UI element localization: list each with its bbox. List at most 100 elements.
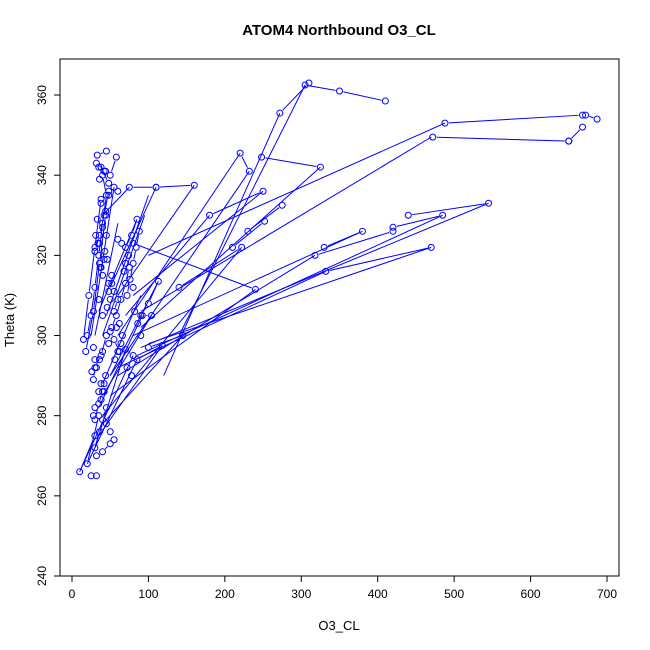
data-point [129, 283, 137, 291]
data-point [311, 251, 319, 259]
data-point [95, 388, 103, 396]
y-axis: 240 260 280 300 320 340 360 [35, 85, 61, 586]
y-tick-label: 260 [35, 486, 49, 506]
series-line-segment [136, 235, 139, 244]
data-point [92, 472, 100, 480]
data-point [112, 311, 120, 319]
data-point [316, 163, 324, 171]
data-point [129, 239, 137, 247]
data-point [381, 97, 389, 105]
data-point [96, 428, 104, 436]
series-line-segment [140, 202, 489, 349]
data-point [122, 346, 129, 354]
series-line-segment [98, 227, 103, 252]
data-point [134, 319, 142, 327]
data-point [95, 412, 103, 420]
data-point [258, 153, 266, 161]
series-line-segment [99, 395, 102, 400]
data-point [79, 336, 87, 344]
data-point [108, 324, 116, 332]
data-point [105, 179, 113, 187]
data-point [322, 267, 330, 275]
data-point [117, 340, 125, 348]
data-point [87, 472, 95, 480]
data-point [85, 291, 93, 299]
data-point [102, 332, 110, 340]
data-point [100, 388, 108, 396]
series-line-segment [241, 156, 248, 168]
data-point [118, 332, 126, 340]
data-point [106, 440, 114, 448]
data-point [485, 199, 493, 207]
data-point [229, 243, 236, 251]
data-point [91, 356, 99, 364]
data-point [93, 215, 101, 223]
series-line-segment [102, 335, 184, 425]
data-point [100, 255, 108, 263]
data-point [102, 420, 110, 428]
data-point [579, 123, 587, 131]
data-point [138, 311, 146, 319]
x-tick-label: 400 [368, 587, 388, 601]
data-point [89, 307, 97, 315]
data-point [100, 211, 108, 219]
data-point [100, 167, 108, 175]
data-point [429, 133, 437, 141]
x-tick-label: 700 [597, 587, 617, 601]
series-line-segment [121, 287, 125, 296]
series-line-segment [132, 230, 363, 336]
data-point [118, 239, 126, 247]
data-point [97, 396, 105, 404]
series-line-segment [94, 203, 102, 244]
series-line-segment [140, 166, 321, 328]
data-point [95, 251, 103, 259]
series-line-segment [93, 267, 100, 308]
series-line-segment [86, 359, 138, 464]
y-tick-label: 360 [35, 85, 49, 105]
data-point [91, 404, 99, 412]
data-point [91, 444, 99, 452]
data-point [115, 319, 123, 327]
data-point [99, 448, 107, 456]
data-point [131, 307, 139, 315]
data-point [114, 187, 122, 195]
series-line-segment [80, 439, 94, 469]
series-line-segment [102, 295, 142, 384]
data-point [154, 277, 162, 285]
data-point [110, 436, 118, 444]
data-point [110, 287, 118, 295]
series-line-segment [109, 170, 250, 376]
y-tick-label: 300 [35, 325, 49, 345]
series-line-segment [94, 349, 126, 448]
data-point [76, 468, 84, 476]
data-point [389, 223, 397, 231]
data-point [276, 109, 284, 117]
data-point [94, 239, 102, 247]
data-point [147, 311, 155, 319]
x-tick-label: 600 [521, 587, 541, 601]
series-line-segment [87, 319, 91, 332]
series-line-segment [282, 85, 307, 111]
series-line-segment [571, 129, 581, 139]
data-point [114, 235, 122, 243]
data-point [137, 332, 145, 340]
data-point [88, 368, 96, 376]
series-line-segment [318, 232, 390, 255]
series-line-segment [235, 223, 262, 246]
series-line-segment [116, 303, 121, 312]
series-line-segment [101, 339, 106, 352]
chart-title: ATOM4 Northbound O3_CL [242, 22, 436, 39]
series-line-segment [308, 85, 336, 91]
series-line-segment [94, 259, 99, 284]
data-point [123, 291, 131, 299]
data-point [82, 348, 90, 356]
series-line-segment [140, 136, 432, 312]
x-tick-label: 100 [138, 587, 158, 601]
data-point [89, 344, 97, 352]
series-line-segment [86, 315, 94, 348]
data-point [278, 201, 286, 209]
data-point [144, 299, 152, 307]
data-point [91, 247, 99, 255]
data-point [404, 211, 412, 219]
